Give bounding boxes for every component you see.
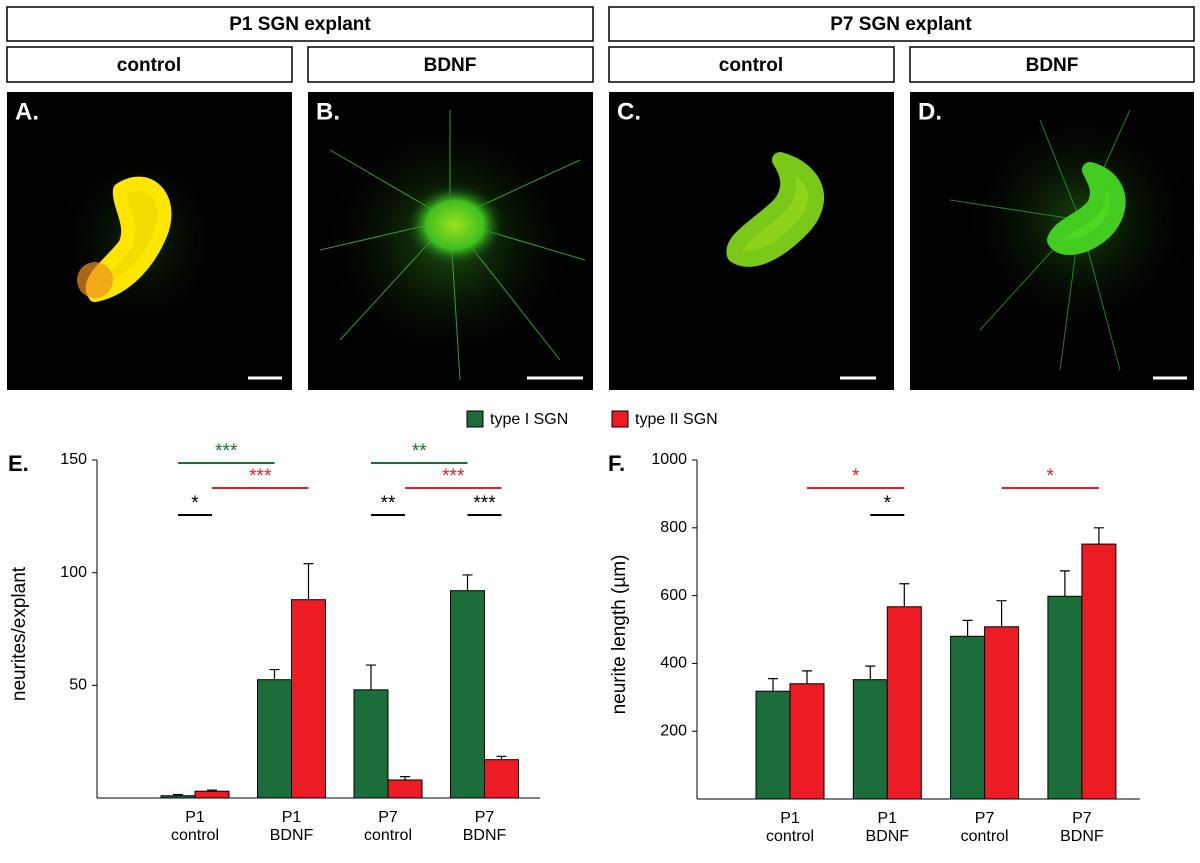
error-bar xyxy=(207,789,217,792)
panel-label: C. xyxy=(617,98,641,125)
significance-label: *** xyxy=(442,466,465,487)
y-tick-label: 1000 xyxy=(651,451,687,468)
condition-box xyxy=(6,46,293,83)
x-tick-label: P7 control xyxy=(364,809,412,844)
x-tick-label: P1 control xyxy=(171,809,219,844)
group-title: P1 SGN explant xyxy=(229,14,371,35)
bar xyxy=(852,679,888,800)
error-bar xyxy=(400,775,410,780)
bar xyxy=(387,779,423,799)
y-tick-label: 150 xyxy=(60,451,87,468)
significance-label: * xyxy=(852,466,860,487)
error-bar xyxy=(865,665,876,680)
legend-label: type I SGN xyxy=(490,411,568,428)
condition-box xyxy=(608,46,895,83)
significance-label: *** xyxy=(249,466,272,487)
panel-label: D. xyxy=(918,98,942,125)
error-bar xyxy=(899,583,910,607)
condition-title: control xyxy=(117,55,181,76)
x-tick-label: P7 BDNF xyxy=(1060,810,1104,845)
error-bar xyxy=(768,678,778,692)
group-box xyxy=(608,6,1195,42)
bar xyxy=(160,795,196,799)
panel-label: E. xyxy=(8,451,29,476)
condition-title: BDNF xyxy=(424,55,477,76)
significance-label: ** xyxy=(412,441,427,462)
y-tick-label: 800 xyxy=(660,519,687,536)
micrograph: D. xyxy=(910,92,1200,390)
significance-label: * xyxy=(1047,466,1055,487)
error-bar xyxy=(366,664,376,690)
group-box xyxy=(6,6,594,42)
bar xyxy=(984,626,1020,800)
x-tick-label: P7 BDNF xyxy=(463,809,507,844)
error-bar xyxy=(303,563,314,600)
x-tick-label: P1 BDNF xyxy=(270,809,314,844)
bar xyxy=(484,759,519,799)
error-bar xyxy=(269,668,280,680)
panel-label: B. xyxy=(316,98,340,125)
error-bar xyxy=(462,574,473,591)
bar xyxy=(886,606,922,800)
significance-label: ** xyxy=(381,493,396,514)
panel-label: F. xyxy=(608,451,625,476)
bar xyxy=(291,599,326,799)
bar xyxy=(1081,543,1117,800)
legend-label: type II SGN xyxy=(635,411,718,428)
x-tick-label: P7 control xyxy=(961,810,1009,845)
y-tick-label: 100 xyxy=(60,564,87,581)
significance-label: * xyxy=(884,493,892,514)
error-bar xyxy=(802,670,812,684)
y-tick-label: 400 xyxy=(660,655,687,672)
y-axis-label: neurite length (µm) xyxy=(609,555,630,715)
condition-box xyxy=(909,46,1195,83)
significance-label: * xyxy=(191,493,199,514)
bar xyxy=(950,635,986,800)
bar xyxy=(755,690,791,800)
y-axis-label: neurites/explant xyxy=(9,566,30,701)
error-bar xyxy=(173,794,183,796)
significance-label: *** xyxy=(215,441,238,462)
micrograph: A. xyxy=(7,92,292,390)
significance-label: *** xyxy=(473,493,496,514)
error-bar xyxy=(996,600,1007,627)
bar xyxy=(1047,595,1083,800)
y-tick-label: 600 xyxy=(660,587,687,604)
x-tick-label: P1 BDNF xyxy=(866,810,910,845)
legend-swatch xyxy=(466,410,484,428)
x-tick-label: P1 control xyxy=(766,810,814,845)
bar xyxy=(353,689,389,799)
micrograph: B. xyxy=(308,92,593,390)
condition-title: control xyxy=(719,55,783,76)
error-bar xyxy=(962,619,973,637)
bar xyxy=(194,790,230,799)
y-tick-label: 200 xyxy=(660,722,687,739)
panel-label: A. xyxy=(15,98,39,125)
error-bar xyxy=(1059,570,1070,597)
error-bar xyxy=(496,755,507,760)
legend-swatch xyxy=(611,410,629,428)
group-title: P7 SGN explant xyxy=(830,14,972,35)
bar xyxy=(450,590,485,799)
bar xyxy=(257,679,292,799)
y-tick-label: 50 xyxy=(69,677,87,694)
micrograph: C. xyxy=(609,92,894,390)
bar xyxy=(789,683,825,800)
condition-title: BDNF xyxy=(1026,55,1079,76)
error-bar xyxy=(1093,527,1104,545)
condition-box xyxy=(307,46,594,83)
